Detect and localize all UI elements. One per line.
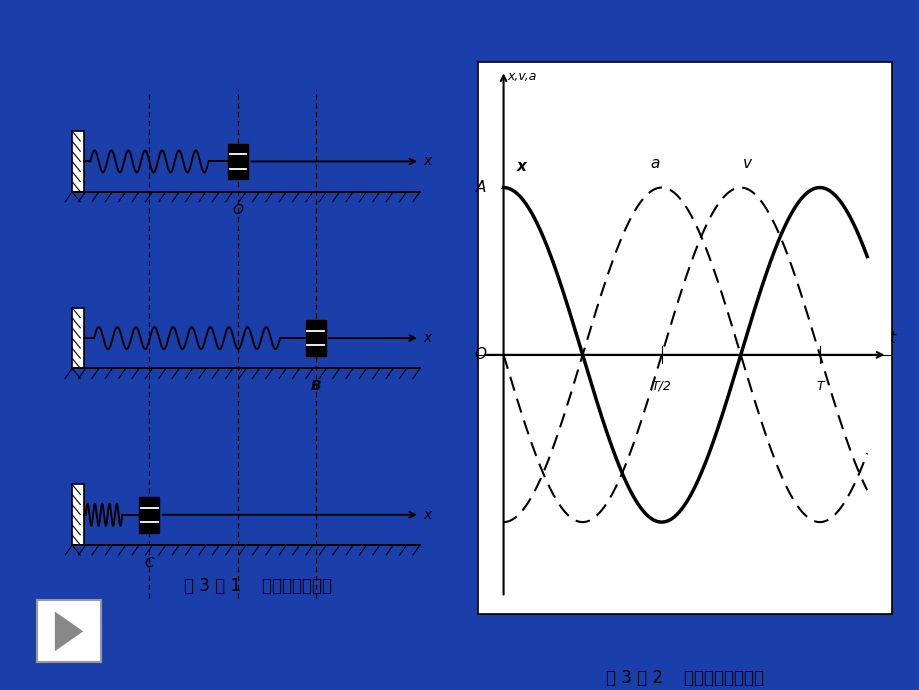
Text: x: x [424, 155, 432, 168]
Text: x: x [516, 159, 526, 174]
Text: T: T [815, 380, 823, 393]
Bar [72, 484, 84, 545]
Text: O: O [473, 347, 485, 362]
Text: t: t [889, 331, 894, 346]
Text: A: A [475, 180, 485, 195]
Text: O: O [233, 203, 244, 217]
Bar [305, 320, 325, 356]
Text: T/2: T/2 [651, 380, 671, 393]
Text: v: v [742, 156, 751, 171]
Bar [228, 144, 248, 179]
Bar [72, 308, 84, 368]
Text: B: B [310, 380, 321, 393]
Text: x,v,a: x,v,a [507, 70, 537, 83]
Polygon shape [55, 611, 83, 651]
Text: C: C [144, 556, 154, 570]
Text: a: a [650, 156, 659, 171]
Text: 图 3 － 2    简谐振动的位移、
速度和加速度: 图 3 － 2 简谐振动的位移、 速度和加速度 [606, 669, 764, 690]
Bar [72, 131, 84, 192]
Bar [139, 497, 159, 533]
Text: x: x [424, 508, 432, 522]
Text: x: x [424, 331, 432, 345]
Text: 图 3 － 1    弹簧振子的振动: 图 3 － 1 弹簧振子的振动 [184, 577, 331, 595]
